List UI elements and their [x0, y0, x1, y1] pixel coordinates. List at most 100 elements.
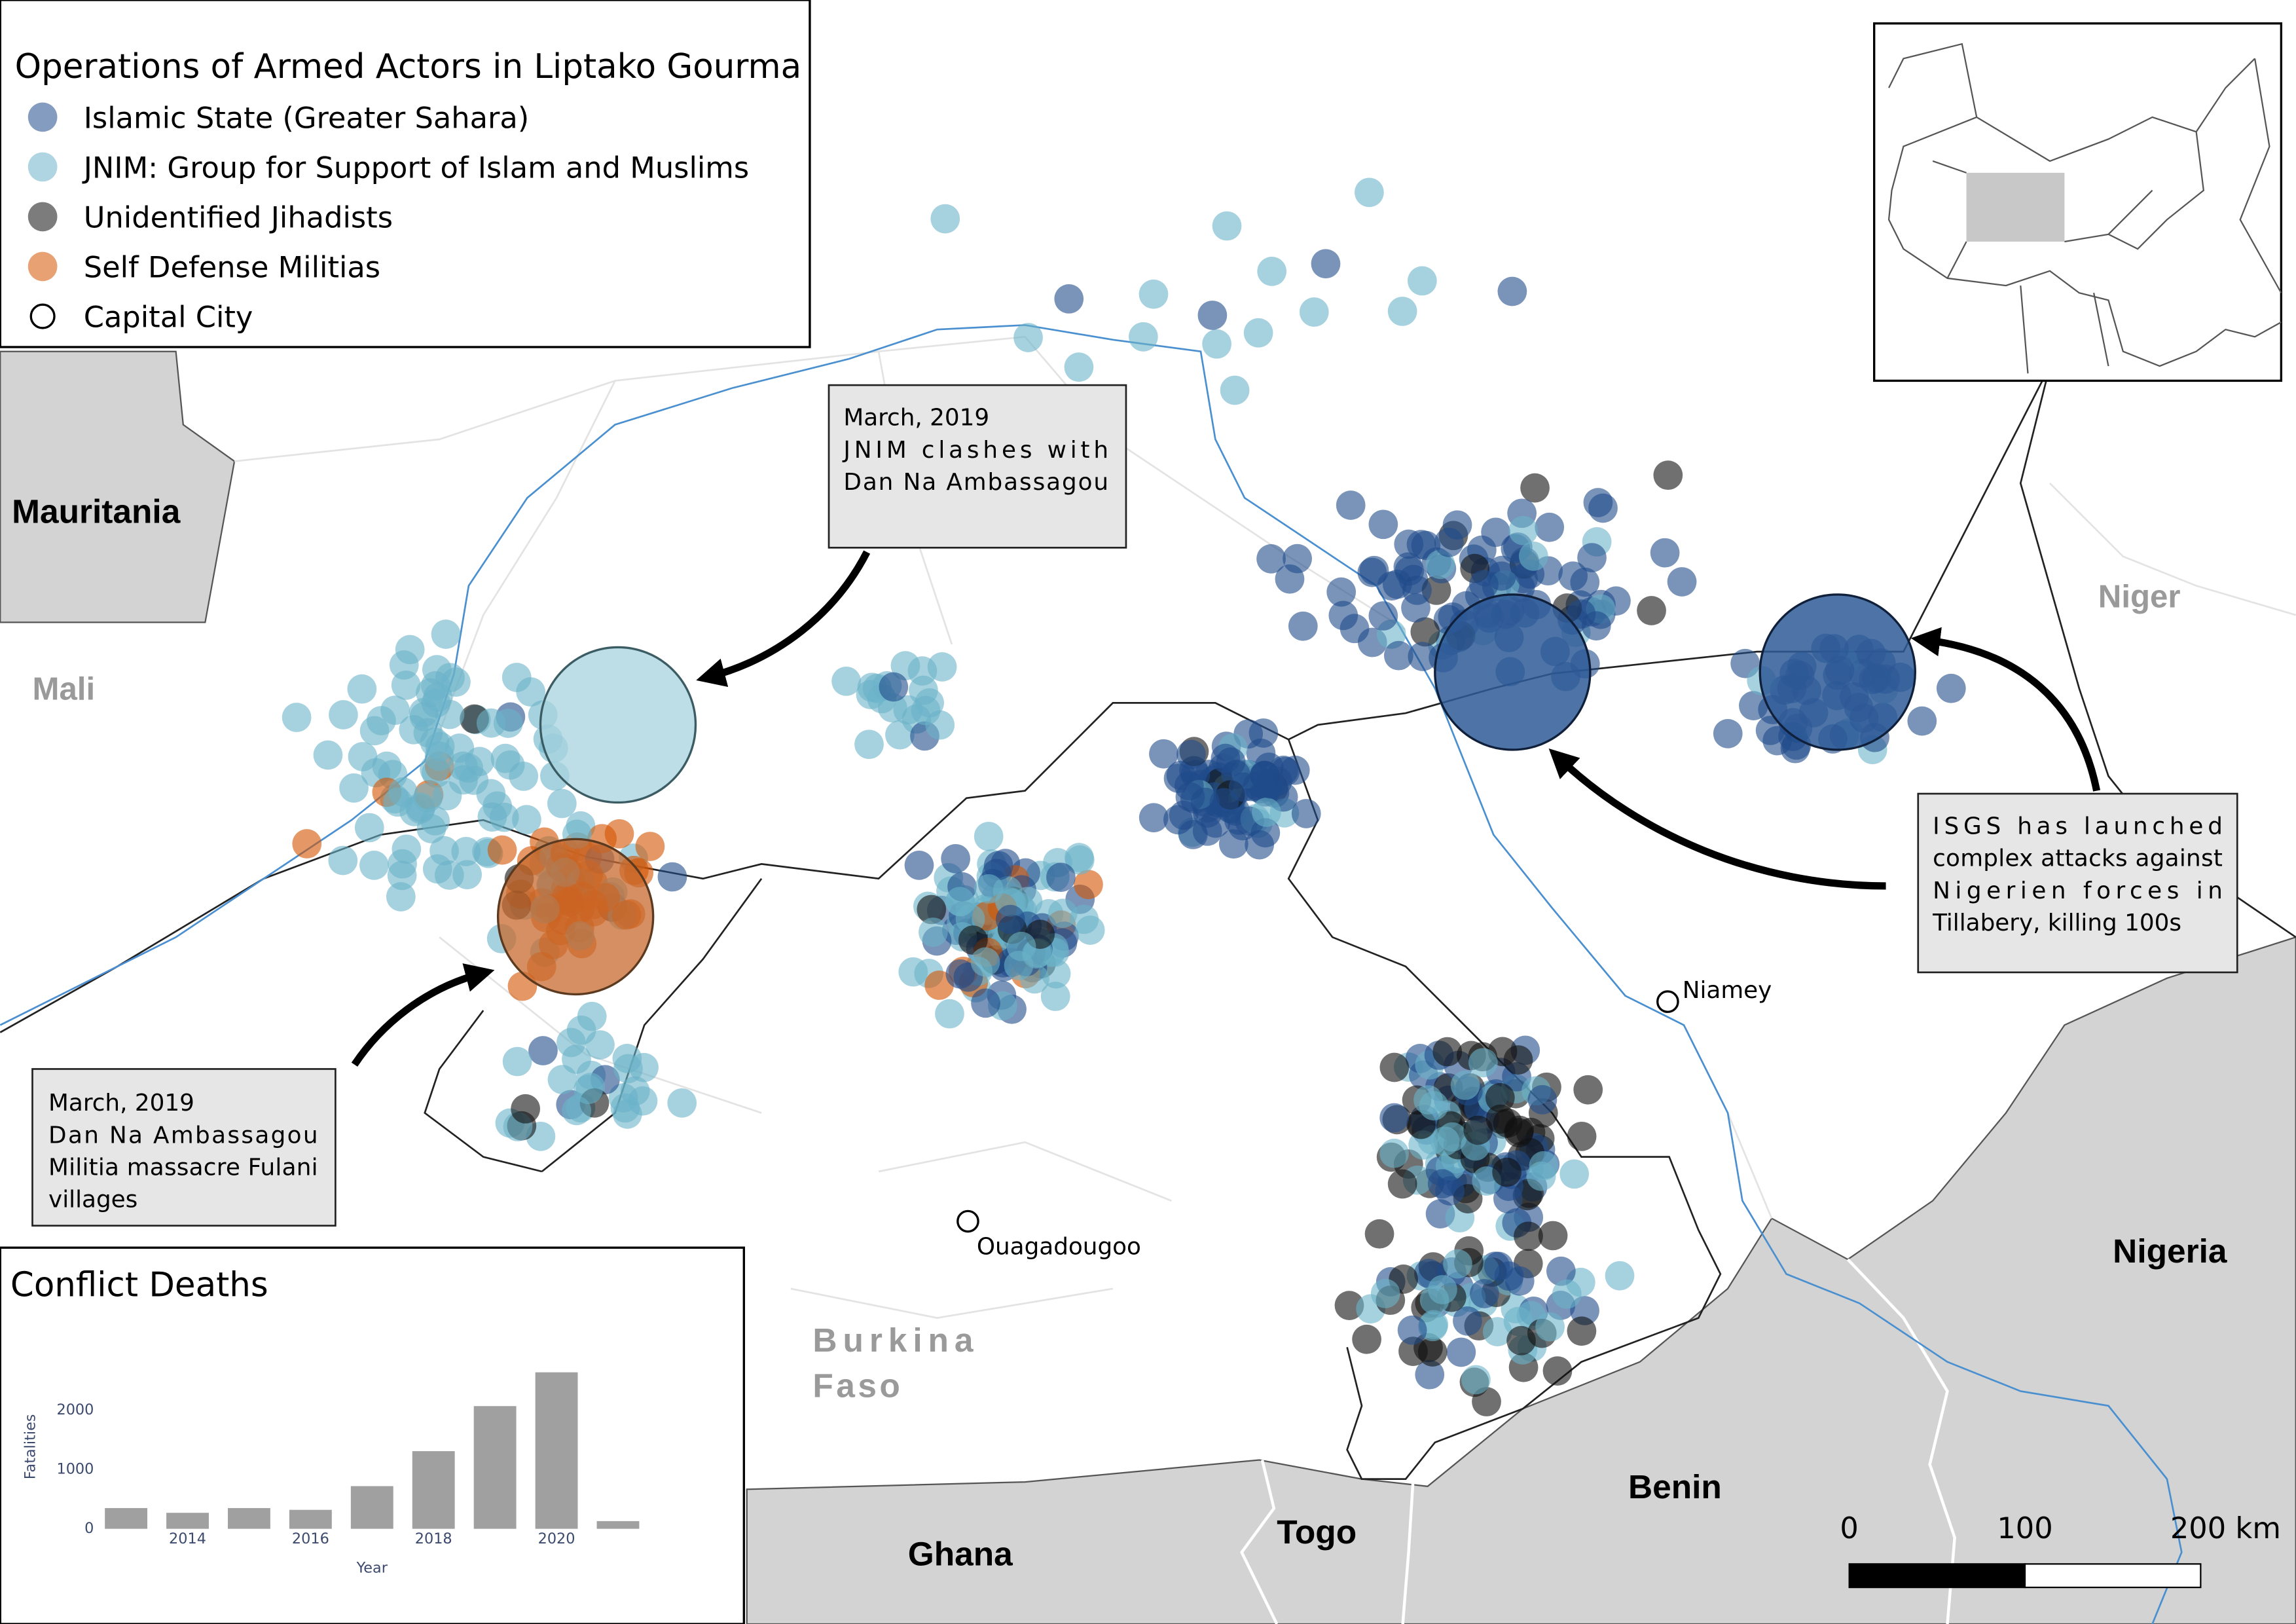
event-point: [495, 750, 525, 780]
event-point: [493, 709, 523, 738]
scale-bar-label: 100: [1997, 1511, 2052, 1545]
event-point: [451, 837, 481, 866]
annotation-text: March, 2019: [843, 405, 989, 432]
event-point: [1667, 567, 1697, 597]
event-point: [935, 999, 964, 1029]
event-point: [1468, 1048, 1498, 1078]
event-point: [879, 672, 909, 702]
legend-symbol: [27, 251, 58, 282]
event-point: [432, 781, 462, 811]
locator-inset: [1873, 22, 2283, 382]
event-point: [1936, 673, 1966, 703]
event-point: [1503, 1045, 1533, 1075]
x-axis-label: Year: [356, 1560, 388, 1577]
event-point: [501, 663, 532, 692]
legend-label: JNIM: Group for Support of Islam and Mus…: [82, 150, 749, 185]
event-point: [1048, 898, 1078, 929]
scale-bar-segment: [2024, 1563, 2202, 1589]
event-point: [657, 862, 687, 892]
event-point: [547, 788, 577, 819]
event-point: [1326, 577, 1357, 607]
event-point: [1567, 1316, 1597, 1346]
event-point: [1379, 1103, 1409, 1133]
city-label: Niamey: [1683, 977, 1772, 1004]
event-point: [1526, 1161, 1556, 1191]
event-point: [927, 652, 957, 682]
event-point: [1570, 567, 1600, 597]
event-point: [1484, 1251, 1514, 1282]
x-tick-label: 2020: [538, 1530, 575, 1547]
annotation-text: villages: [48, 1187, 137, 1213]
event-point: [1368, 601, 1398, 631]
event-point: [1653, 460, 1683, 490]
event-point: [1497, 276, 1527, 306]
event-point: [1567, 1121, 1597, 1151]
event-point: [1291, 799, 1321, 828]
legend-label: Islamic State (Greater Sahara): [84, 100, 530, 135]
event-point: [454, 753, 484, 783]
event-point: [386, 882, 416, 912]
event-point: [1149, 739, 1178, 769]
event-point: [1485, 1082, 1515, 1113]
event-point: [1577, 543, 1607, 572]
event-point: [1538, 1221, 1568, 1251]
event-point: [1040, 982, 1070, 1011]
inset-frame: [1873, 22, 2283, 382]
x-tick-label: 2018: [415, 1530, 452, 1547]
event-point: [1176, 739, 1206, 769]
event-point: [1552, 1279, 1582, 1309]
event-point: [1212, 211, 1242, 241]
event-point: [1472, 1387, 1501, 1416]
burkina-border: [424, 739, 1722, 1480]
scale-bar-label: 200 km: [2170, 1511, 2281, 1545]
annotation-box: [31, 1068, 337, 1227]
event-point: [1245, 830, 1275, 860]
event-point: [1427, 1169, 1457, 1199]
legend-capital-symbol: [29, 303, 56, 329]
annotation-text: JNIM clashes with: [842, 437, 1108, 464]
event-point: [1352, 1324, 1381, 1354]
event-point: [489, 802, 519, 832]
bar: [473, 1406, 517, 1529]
event-point: [476, 779, 506, 809]
event-point: [1713, 718, 1743, 748]
event-point: [1397, 1315, 1427, 1345]
event-point: [1387, 297, 1417, 326]
event-point: [1128, 322, 1158, 352]
event-point: [941, 843, 971, 874]
event-point: [1520, 473, 1550, 503]
event-point: [1415, 1359, 1445, 1390]
y-tick-label: 0: [84, 1520, 94, 1537]
scale-bar-label: 0: [1840, 1511, 1858, 1545]
country-label: Niger: [2098, 579, 2181, 615]
event-point: [328, 845, 358, 876]
annotation-text: Militia massacre Fulani: [48, 1154, 318, 1181]
event-point: [1379, 1138, 1409, 1168]
annotation-box: [1917, 792, 2238, 974]
event-point: [1336, 490, 1366, 520]
event-point: [620, 1076, 650, 1106]
event-point: [1398, 1337, 1428, 1366]
event-point: [1573, 1075, 1603, 1105]
highlight-circle: [1758, 593, 1916, 751]
event-point: [1064, 352, 1094, 382]
event-point: [1650, 538, 1680, 568]
event-point: [911, 695, 941, 726]
arrow: [351, 963, 495, 1067]
event-point: [974, 874, 1004, 904]
event-point: [1518, 541, 1548, 571]
event-point: [1637, 596, 1666, 625]
country-borders-south: [1240, 1258, 1956, 1624]
event-point: [945, 887, 975, 916]
event-point: [1430, 1126, 1460, 1156]
annotation-text: Dan Na Ambassagou: [48, 1122, 318, 1149]
event-point: [1387, 1169, 1417, 1199]
event-point: [831, 666, 861, 696]
bar: [596, 1521, 640, 1529]
event-point: [1357, 557, 1387, 587]
event-point: [566, 1015, 596, 1045]
event-point: [347, 674, 377, 704]
event-point: [1739, 691, 1768, 721]
event-point: [1209, 788, 1239, 818]
